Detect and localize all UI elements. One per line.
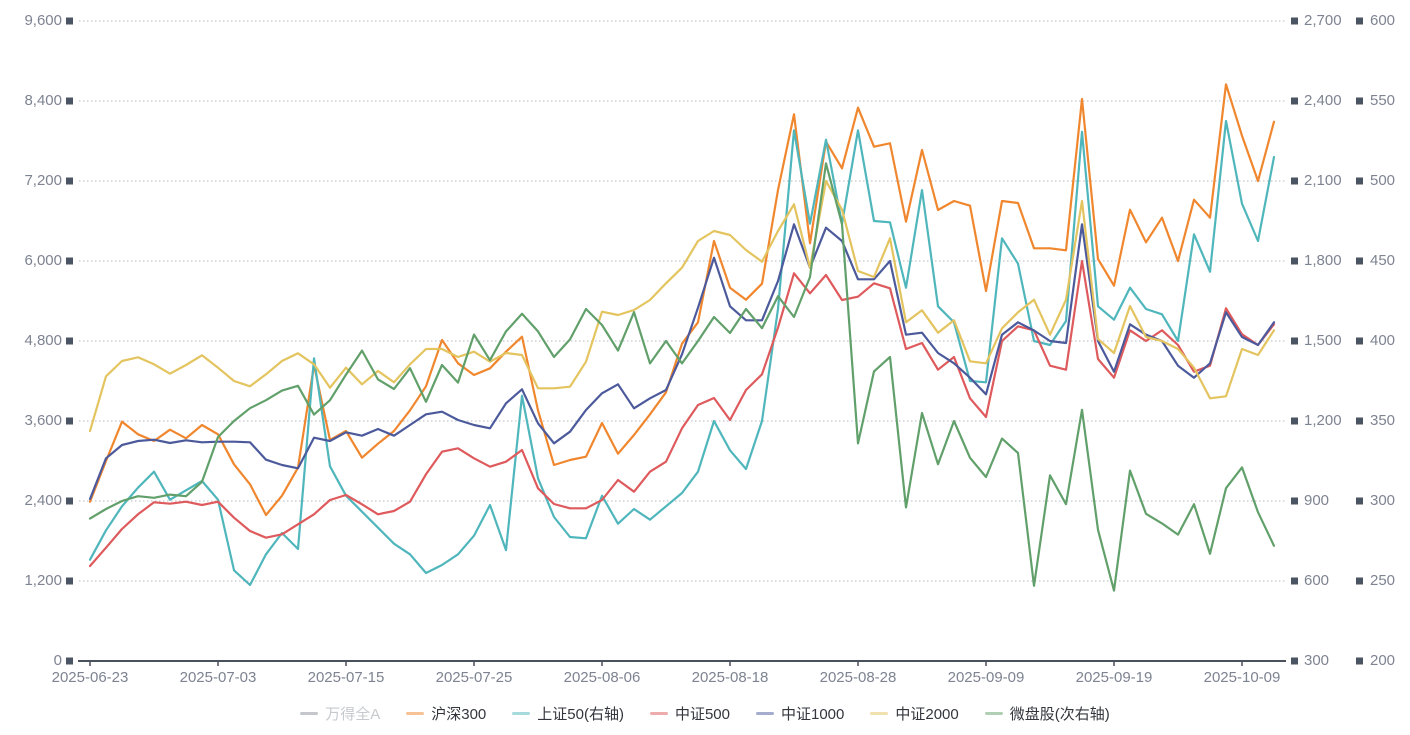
legend: 万得全A 沪深300 上证50(右轴) 中证500 中证1000 中证2000 微盘股(次右… [0,703,1410,724]
series-line-sz50 [88,119,1276,587]
x-axis-date-label: 2025-08-06 [563,669,641,686]
y-axis-tick-square [1356,497,1363,505]
y-axis-left-label: 6,000 [24,252,62,269]
y-axis-tick-square [66,577,73,585]
y-axis-tick-square [1291,657,1298,665]
y-axis-right-label: 1,200 [1304,412,1342,429]
legend-item-label: 中证2000 [895,706,959,723]
y-axis-tick-square [1291,257,1298,265]
x-axis-date-label: 2025-07-15 [307,669,385,686]
y-axis-tick-square [66,337,73,345]
x-axis-date-label: 2025-09-09 [947,669,1025,686]
y-axis-tick-square [1356,337,1363,345]
y-axis-tick-square [1356,17,1363,25]
y-axis-tick-square [1356,177,1363,185]
y-axis-tick-square [1291,497,1298,505]
y-axis-tick-square [66,497,73,505]
y-axis-secondary-right-label: 350 [1370,412,1396,429]
y-axis-secondary-right-label: 550 [1370,92,1396,109]
series-line-wpg [88,162,1276,592]
y-axis-right-label: 900 [1304,492,1330,509]
y-axis-left-label: 2,400 [24,492,62,509]
legend-item-zz2000[interactable]: 中证2000 [870,703,959,724]
legend-item-label: 中证1000 [781,706,845,723]
legend-dash-icon [649,712,668,715]
legend-item-zz500[interactable]: 中证500 [649,703,730,724]
legend-dash-icon [300,712,319,715]
y-axis-secondary-right-label: 600 [1370,12,1396,29]
legend-item-wdqa[interactable]: 万得全A [300,703,380,724]
legend-dash-icon [870,712,889,715]
y-axis-left-label: 7,200 [24,172,62,189]
y-axis-tick-square [1356,657,1363,665]
y-axis-tick-square [1291,577,1298,585]
x-axis-date-label: 2025-08-18 [691,669,769,686]
y-axis-secondary-right-label: 300 [1370,492,1396,509]
y-axis-tick-square [1356,417,1363,425]
y-axis-tick-square [1356,257,1363,265]
legend-item-label: 沪深300 [431,706,487,723]
y-axis-left-label: 3,600 [24,412,62,429]
y-axis-tick-square [1291,337,1298,345]
legend-item-label: 中证500 [674,706,730,723]
y-axis-left-label: 0 [53,652,62,669]
y-axis-right-label: 600 [1304,572,1330,589]
y-axis-right-label: 300 [1304,652,1330,669]
y-axis-left-label: 1,200 [24,572,62,589]
y-axis-right-label: 1,500 [1304,332,1342,349]
legend-item-label: 上证50(右轴) [537,706,624,723]
series-line-zz2000 [88,179,1276,433]
x-axis-date-label: 2025-07-25 [435,669,513,686]
x-axis-date-label: 2025-09-19 [1075,669,1153,686]
y-axis-secondary-right-label: 450 [1370,252,1396,269]
legend-item-sz50[interactable]: 上证50(右轴) [512,703,624,724]
series-line-zz500 [88,259,1276,568]
y-axis-right-label: 1,800 [1304,252,1342,269]
y-axis-tick-square [66,657,73,665]
y-axis-right-label: 2,100 [1304,172,1342,189]
y-axis-secondary-right-label: 250 [1370,572,1396,589]
legend-item-zz1000[interactable]: 中证1000 [756,703,844,724]
legend-dash-icon [406,712,425,715]
series-line-hs300 [88,83,1276,517]
y-axis-tick-square [1356,577,1363,585]
y-axis-left-label: 4,800 [24,332,62,349]
x-axis-date-label: 2025-10-09 [1203,669,1281,686]
y-axis-right-label: 2,400 [1304,92,1342,109]
legend-dash-icon [984,712,1003,715]
y-axis-tick-square [1291,417,1298,425]
legend-item-label: 微盘股(次右轴) [1009,706,1110,723]
y-axis-tick-square [66,417,73,425]
series-line-zz1000 [88,223,1276,501]
y-axis-tick-square [66,97,73,105]
legend-dash-icon [756,712,774,715]
y-axis-tick-square [1291,17,1298,25]
y-axis-left-label: 9,600 [24,12,62,29]
y-axis-tick-square [66,257,73,265]
legend-item-hs300[interactable]: 沪深300 [406,703,486,724]
y-axis-tick-square [66,177,73,185]
legend-item-wpg[interactable]: 微盘股(次右轴) [984,703,1110,724]
y-axis-tick-square [1291,177,1298,185]
x-axis-date-label: 2025-07-03 [179,669,257,686]
y-axis-tick-square [1356,97,1363,105]
x-axis-date-label: 2025-06-23 [51,669,129,686]
y-axis-secondary-right-label: 200 [1370,652,1396,669]
legend-item-label: 万得全A [325,706,381,723]
y-axis-right-label: 2,700 [1304,12,1342,29]
y-axis-secondary-right-label: 500 [1370,172,1396,189]
legend-dash-icon [512,712,531,715]
y-axis-secondary-right-label: 400 [1370,332,1396,349]
y-axis-left-label: 8,400 [24,92,62,109]
y-axis-tick-square [1291,97,1298,105]
x-axis-date-label: 2025-08-28 [819,669,897,686]
y-axis-tick-square [66,17,73,25]
